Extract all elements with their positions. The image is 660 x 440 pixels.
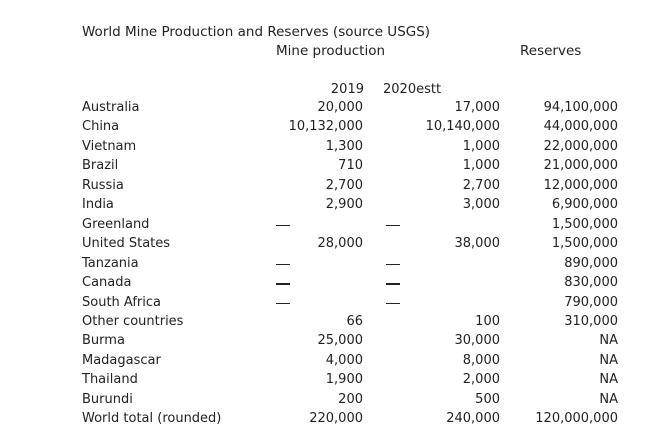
country-cell: Russia — [82, 177, 124, 193]
reserves-cell: 1,500,000 — [551, 236, 618, 252]
country-cell: Other countries — [82, 313, 184, 329]
year-2019-header: 2019 — [330, 82, 364, 97]
country-cell: Tanzania — [82, 255, 139, 271]
table-row: India 2,900 3,000 6,900,000 — [0, 195, 660, 214]
table-row: World total (rounded) 220,000 240,000 120,0… — [0, 409, 660, 428]
production-2020-cell-dash — [386, 302, 400, 305]
production-2020-cell: 3,000 — [462, 197, 500, 213]
table-row: United States 28,000 38,000 1,500,000 — [0, 234, 660, 253]
reserves-header: Reserves — [520, 43, 582, 59]
production-2020-cell: 38,000 — [454, 236, 501, 252]
production-2020-cell: 2,700 — [462, 177, 500, 193]
production-2020-cell: 500 — [475, 391, 500, 407]
country-cell: Burundi — [82, 391, 133, 407]
reserves-cell: 12,000,000 — [543, 177, 618, 193]
reserves-cell: 310,000 — [564, 313, 618, 329]
production-2020-cell: 17,000 — [454, 100, 501, 115]
reserves-cell: 890,000 — [564, 255, 618, 271]
table-row: South Africa 790,000 — [0, 293, 660, 312]
reserves-cell: NA — [599, 352, 618, 368]
reserves-cell: 44,000,000 — [543, 119, 618, 135]
table-row: Brazil 710 1,000 21,000,000 — [0, 156, 660, 175]
production-2019-cell: 66 — [346, 313, 363, 329]
table-row: Tanzania 890,000 — [0, 254, 660, 273]
production-2019-cell-dash — [276, 302, 290, 305]
production-2020-cell: 100 — [475, 313, 500, 329]
production-2019-cell: 220,000 — [309, 411, 363, 427]
production-2019-cell-dash — [276, 263, 290, 266]
production-2020-cell: 30,000 — [454, 333, 501, 349]
production-2019-cell: 1,300 — [325, 138, 363, 154]
country-cell: India — [82, 197, 114, 213]
country-cell: Burma — [82, 333, 125, 349]
production-2019-cell: 200 — [338, 391, 363, 407]
table-row: Greenland 1,500,000 — [0, 215, 660, 234]
country-cell: Vietnam — [82, 138, 137, 154]
production-2020-cell: 1,000 — [462, 158, 500, 174]
production-2020-cell-dash — [386, 283, 400, 285]
table-row: Other countries 66 100 310,000 — [0, 312, 660, 331]
table-row: Madagascar 4,000 8,000 NA — [0, 351, 660, 370]
country-cell: Canada — [82, 275, 132, 291]
reserves-cell: 830,000 — [564, 275, 618, 291]
country-cell: Australia — [82, 100, 140, 115]
country-cell: South Africa — [82, 294, 161, 310]
table-row: Australia 20,000 17,000 94,100,000 — [0, 98, 660, 117]
table-row: Canada 830,000 — [0, 273, 660, 292]
table-row: Thailand 1,900 2,000 NA — [0, 370, 660, 389]
reserves-cell: 790,000 — [564, 294, 618, 310]
reserves-cell: 22,000,000 — [543, 138, 618, 154]
year-2020-header: 2020estt — [383, 82, 442, 97]
country-cell: Thailand — [82, 372, 138, 388]
production-2020-cell: 10,140,000 — [425, 119, 500, 135]
production-2019-cell-dash — [276, 224, 290, 227]
mine-production-header: Mine production — [276, 43, 386, 59]
reserves-cell: 6,900,000 — [551, 197, 618, 213]
table-row: Russia 2,700 2,700 12,000,000 — [0, 176, 660, 195]
production-2020-cell: 240,000 — [446, 411, 500, 427]
production-2020-cell: 1,000 — [462, 138, 500, 154]
country-cell: Brazil — [82, 158, 119, 174]
table-row: China 10,132,000 10,140,000 44,000,000 — [0, 117, 660, 136]
country-cell: Greenland — [82, 216, 150, 232]
country-cell: United States — [82, 236, 171, 252]
table-row: Vietnam 1,300 1,000 22,000,000 — [0, 137, 660, 156]
country-cell: Madagascar — [82, 352, 161, 368]
reserves-cell: 120,000,000 — [535, 411, 618, 427]
reserves-cell: 21,000,000 — [543, 158, 618, 174]
production-2019-cell: 4,000 — [325, 352, 363, 368]
production-2019-cell: 20,000 — [317, 100, 364, 115]
production-2020-cell: 2,000 — [462, 372, 500, 388]
country-cell: China — [82, 119, 120, 135]
table-title: World Mine Production and Reserves (sour… — [82, 24, 431, 40]
reserves-cell: NA — [599, 372, 618, 388]
table-row: Burma 25,000 30,000 NA — [0, 331, 660, 350]
production-2019-cell-dash — [276, 283, 290, 285]
table-row: Burundi 200 500 NA — [0, 390, 660, 409]
production-2019-cell: 2,700 — [325, 177, 363, 193]
country-cell: World total (rounded) — [82, 411, 222, 427]
reserves-cell: 94,100,000 — [543, 100, 618, 115]
production-2019-cell: 2,900 — [325, 197, 363, 213]
production-2019-cell: 710 — [338, 158, 363, 174]
reserves-cell: NA — [599, 333, 618, 349]
reserves-cell: 1,500,000 — [551, 216, 618, 232]
production-2019-cell: 25,000 — [317, 333, 364, 349]
production-2020-cell: 8,000 — [462, 352, 500, 368]
production-2019-cell: 28,000 — [317, 236, 364, 252]
production-2020-cell-dash — [386, 263, 400, 266]
reserves-cell: NA — [599, 391, 618, 407]
production-2020-cell-dash — [386, 224, 400, 227]
production-2019-cell: 1,900 — [325, 372, 363, 388]
production-2019-cell: 10,132,000 — [288, 119, 363, 135]
